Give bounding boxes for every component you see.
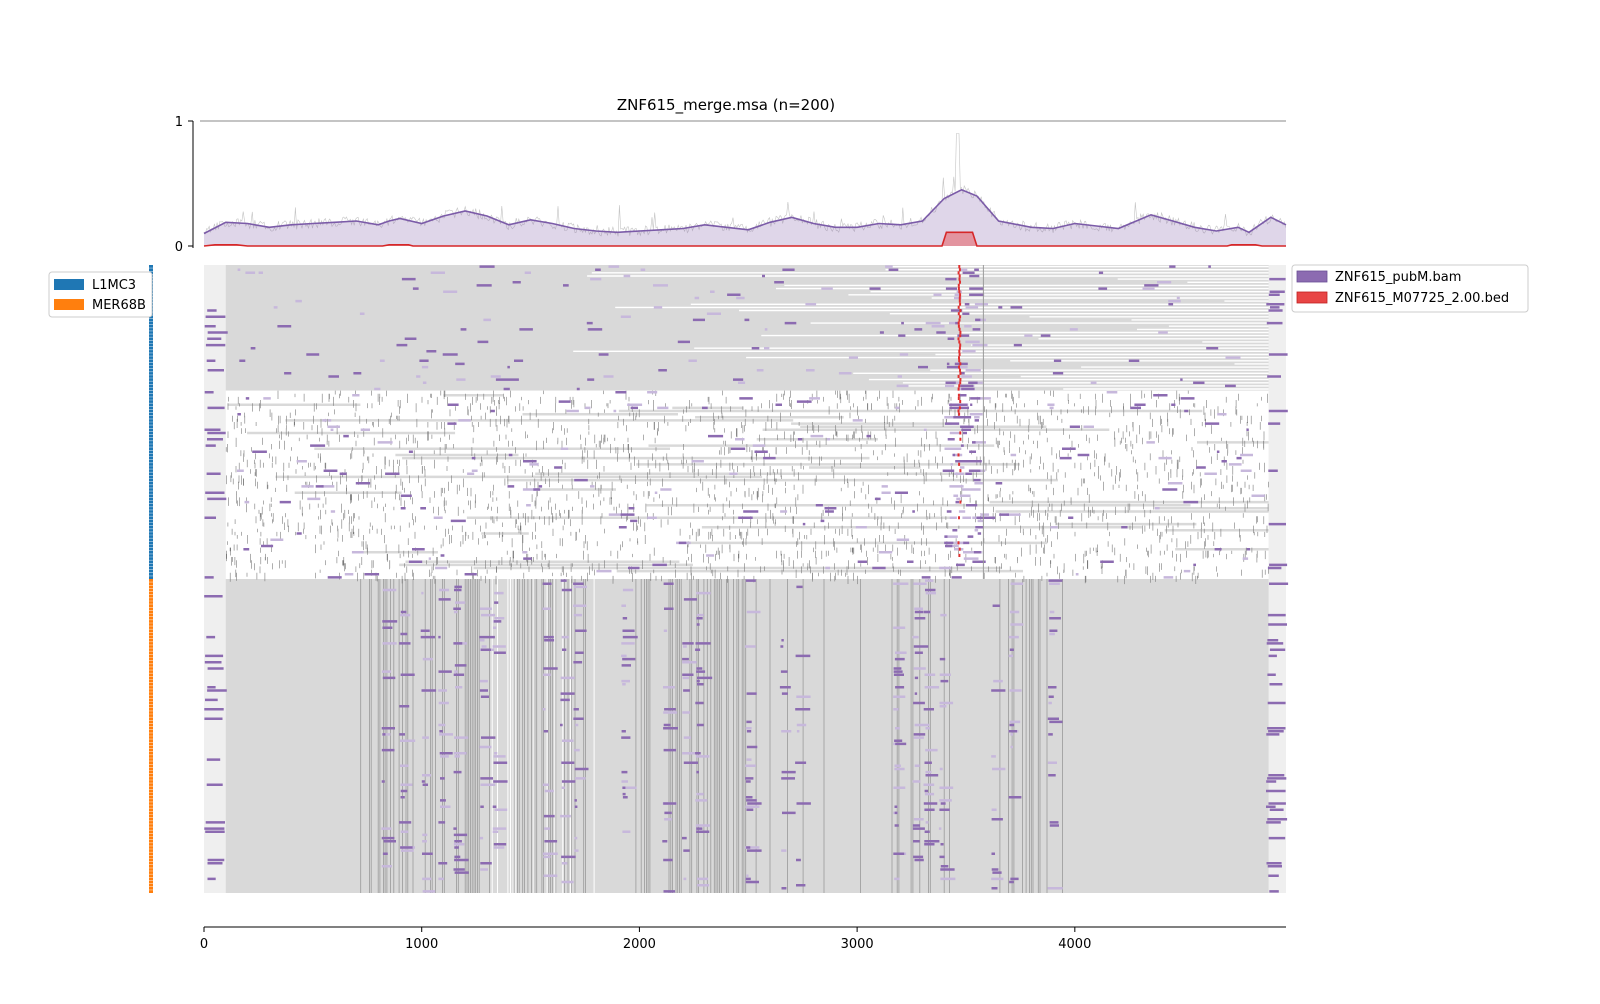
x-tick-label-2: 2000 [623, 937, 656, 952]
l1mc3-sparse-block [225, 390, 1269, 579]
legend-swatch-l1mc3 [54, 279, 84, 290]
legend-label-mer68b: MER68B [92, 298, 146, 313]
legend-label-pubm-bam: ZNF615_pubM.bam [1335, 270, 1461, 285]
flank-signal-marks [204, 277, 1289, 893]
group-bar-row-lines-1 [149, 581, 153, 891]
l1mc3-aligned-block [225, 265, 1269, 391]
profile-ytick-label-0: 0 [175, 240, 183, 255]
mer68b-aligned-block [225, 579, 1269, 893]
legend-swatch-mer68b [54, 299, 84, 310]
signal-marks-light [237, 265, 1265, 893]
signal-marks [237, 265, 1251, 893]
raw-signal-trace [203, 133, 1286, 237]
l1mc3-row-gaps [573, 265, 1269, 390]
group-color-bar [149, 265, 153, 893]
legend-label-motif-bed: ZNF615_M07725_2.00.bed [1335, 291, 1509, 306]
motif-hit-column [957, 265, 962, 557]
signal-profile-line [203, 188, 1287, 235]
track-legend: ZNF615_pubM.bam ZNF615_M07725_2.00.bed [1291, 264, 1529, 313]
motif-profile-line [203, 231, 1286, 247]
signal-profile-area [204, 189, 1286, 246]
alignment-heatmap [204, 265, 1289, 893]
profile-raw-signal [203, 133, 1286, 237]
l1mc3-partial-rows [227, 394, 1269, 573]
x-tick-label-0: 0 [200, 937, 208, 952]
profile-panel: 1 0 [175, 115, 1287, 255]
mer68b-gap-columns [491, 579, 595, 893]
x-tick-label-1: 1000 [405, 937, 438, 952]
x-tick-label-3: 3000 [841, 937, 874, 952]
chart-title: ZNF615_merge.msa (n=200) [617, 96, 835, 115]
x-axis: 0 1000 2000 3000 4000 [200, 926, 1286, 952]
group-legend: L1MC3 MER68B [48, 271, 153, 318]
track-legend-frame [1291, 264, 1529, 313]
mer68b-column-lines [360, 579, 1063, 893]
profile-ytick-label-1: 1 [175, 115, 183, 130]
legend-swatch-motif-bed [1296, 291, 1328, 304]
legend-swatch-pubm-bam [1296, 270, 1328, 283]
legend-label-l1mc3: L1MC3 [92, 278, 136, 293]
x-tick-label-4: 4000 [1058, 937, 1091, 952]
